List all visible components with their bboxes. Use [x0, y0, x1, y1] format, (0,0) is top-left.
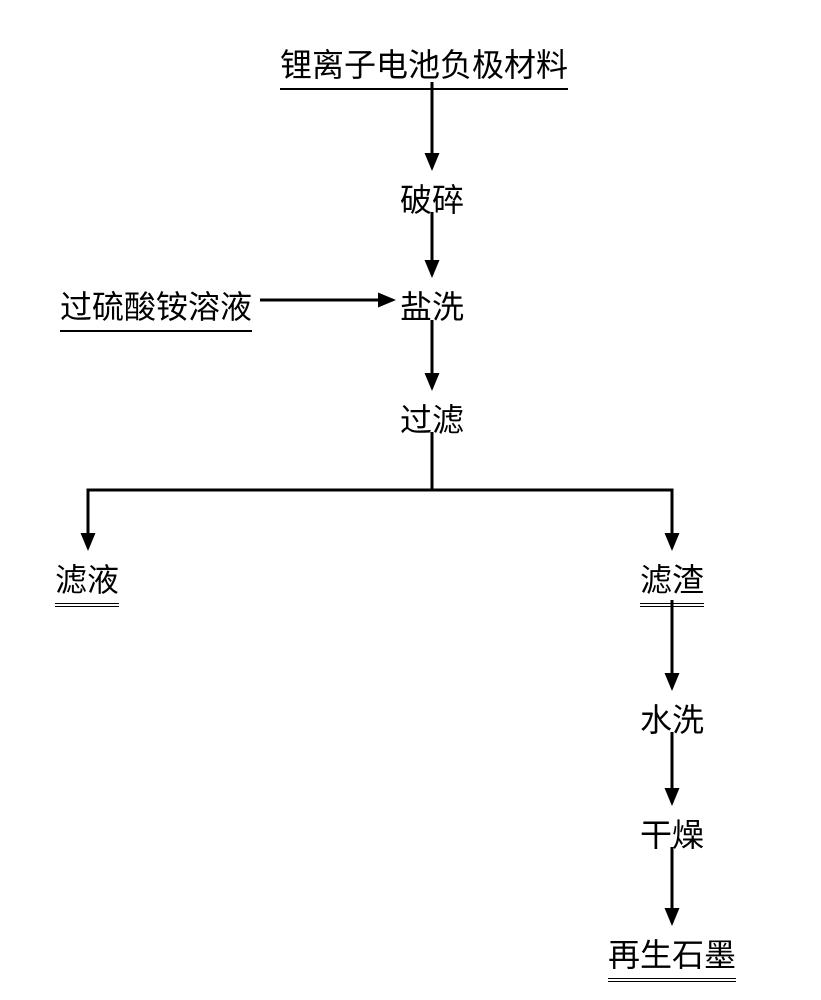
node-salt-input: 过硫酸铵溶液 [60, 282, 252, 332]
node-water-wash: 水洗 [640, 695, 704, 741]
node-residue: 滤渣 [640, 555, 704, 607]
node-dry: 干燥 [640, 810, 704, 856]
node-output: 再生石墨 [608, 930, 736, 982]
node-start: 锂离子电池负极材料 [280, 40, 568, 90]
node-filter: 过滤 [400, 395, 464, 441]
node-crush: 破碎 [400, 175, 464, 221]
node-filtrate: 滤液 [55, 555, 119, 607]
node-salt-wash: 盐洗 [400, 282, 464, 328]
